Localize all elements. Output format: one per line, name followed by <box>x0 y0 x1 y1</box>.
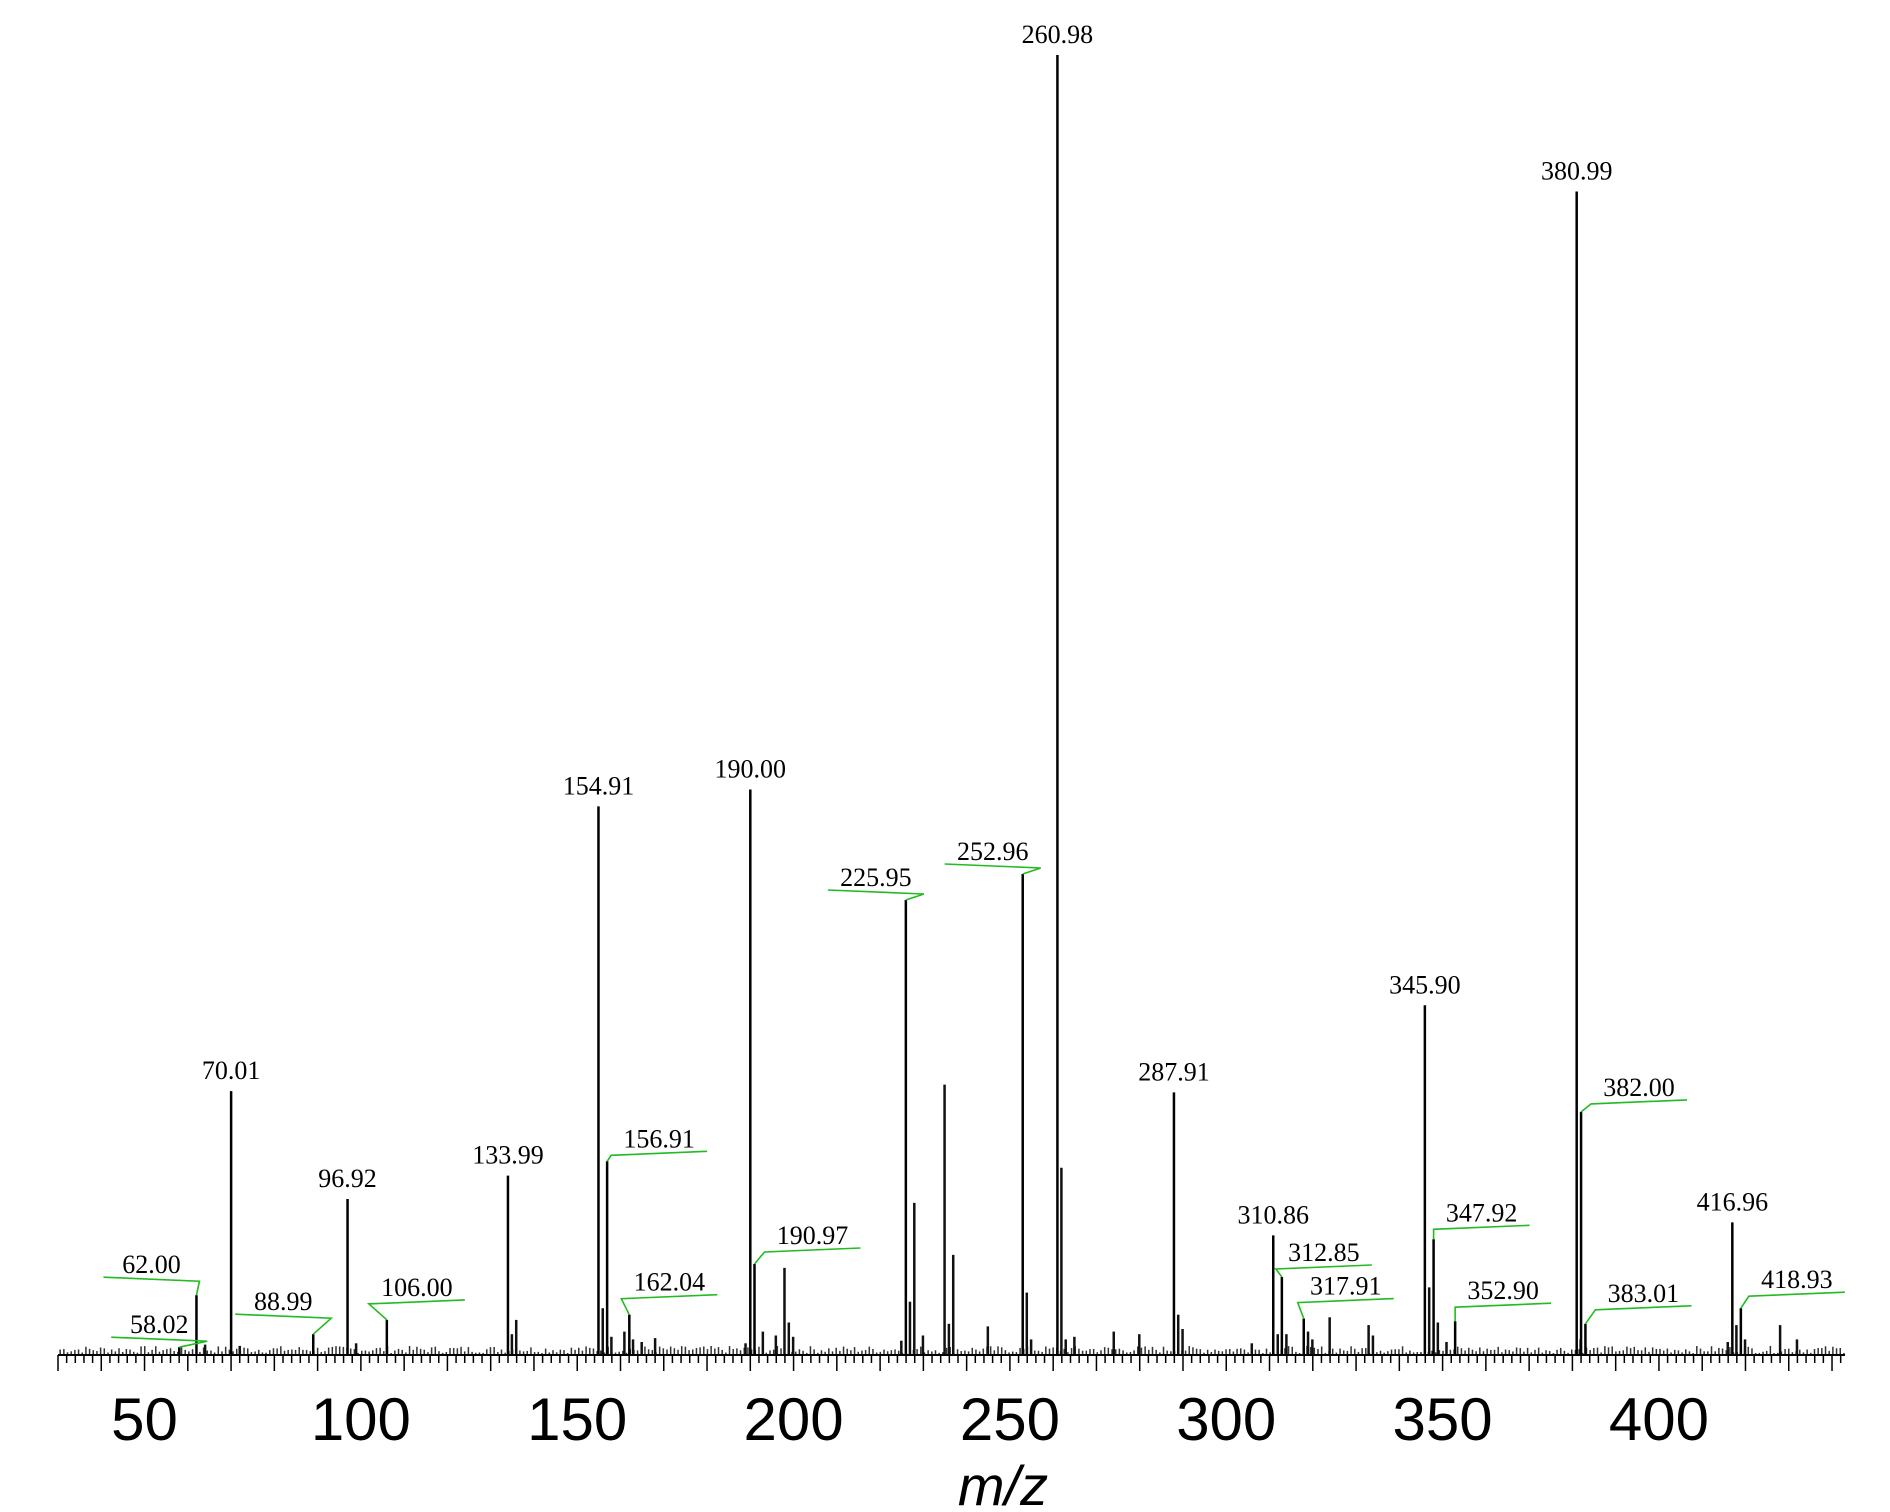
peak-label: 225.95 <box>840 863 912 892</box>
peak-label: 383.01 <box>1608 1279 1680 1308</box>
label-leader-line <box>235 1313 334 1335</box>
x-tick-label: 300 <box>1176 1386 1276 1453</box>
label-leader-line <box>1580 1099 1688 1113</box>
peak-label: 190.00 <box>715 755 787 784</box>
peak-label: 162.04 <box>634 1268 706 1297</box>
x-tick-label: 200 <box>744 1386 844 1453</box>
x-tick-label: 350 <box>1393 1386 1493 1453</box>
x-tick-label: 400 <box>1609 1386 1709 1453</box>
peak-label: 88.99 <box>254 1287 313 1316</box>
label-leaders <box>103 863 1845 1348</box>
peak-label: 352.90 <box>1467 1276 1539 1305</box>
label-leader-line <box>753 1247 861 1265</box>
peak-label: 133.99 <box>472 1141 544 1170</box>
x-axis-ticks <box>57 1355 1842 1371</box>
x-axis-tick-labels: 50 100 150 200 250 300 350 400 <box>111 1386 1709 1453</box>
peak-label: 312.85 <box>1288 1238 1360 1267</box>
peak-label: 156.91 <box>623 1124 695 1153</box>
x-tick-label: 150 <box>527 1386 627 1453</box>
peak-label: 62.00 <box>122 1250 181 1279</box>
peak-label: 96.92 <box>318 1164 377 1193</box>
x-tick-label: 50 <box>111 1386 178 1453</box>
x-axis-title: m/z <box>958 1454 1048 1512</box>
label-leader-line <box>1740 1291 1845 1309</box>
label-leader-line <box>366 1299 465 1321</box>
peak-labels: 58.02 62.00 70.01 88.99 96.92 106.00 133.99 154… <box>122 20 1832 1339</box>
peak-label: 287.91 <box>1138 1057 1210 1086</box>
peak-label: 416.96 <box>1697 1187 1769 1216</box>
peak-label: 382.00 <box>1603 1073 1675 1102</box>
peak-label: 317.91 <box>1310 1272 1382 1301</box>
peak-label: 347.92 <box>1446 1198 1518 1227</box>
peak-bars <box>177 55 1799 1355</box>
peak-label: 252.96 <box>957 837 1029 866</box>
label-leader-line <box>1432 1224 1530 1240</box>
label-leader-line <box>1274 1264 1372 1278</box>
peak-label: 154.91 <box>563 771 635 800</box>
peak-label: 345.90 <box>1389 970 1461 999</box>
label-leader-line <box>827 889 925 901</box>
label-leader-line <box>103 1276 201 1296</box>
label-leader-line <box>620 1293 718 1316</box>
label-leader-line <box>1584 1305 1692 1325</box>
label-leader-line <box>606 1150 708 1162</box>
peak-label: 58.02 <box>130 1310 189 1339</box>
label-leader-line <box>1454 1302 1552 1322</box>
x-tick-label: 100 <box>311 1386 411 1453</box>
peak-label: 106.00 <box>381 1273 453 1302</box>
label-leader-line <box>111 1336 208 1348</box>
peak-label: 190.97 <box>777 1221 849 1250</box>
label-leader-line <box>944 863 1041 875</box>
peak-label: 310.86 <box>1237 1200 1309 1229</box>
label-leader-line <box>1296 1297 1394 1319</box>
peak-label: 70.01 <box>202 1056 261 1085</box>
peak-label: 260.98 <box>1022 20 1094 49</box>
peak-label: 380.99 <box>1541 157 1613 186</box>
x-tick-label: 250 <box>960 1386 1060 1453</box>
peak-label: 418.93 <box>1761 1265 1833 1294</box>
